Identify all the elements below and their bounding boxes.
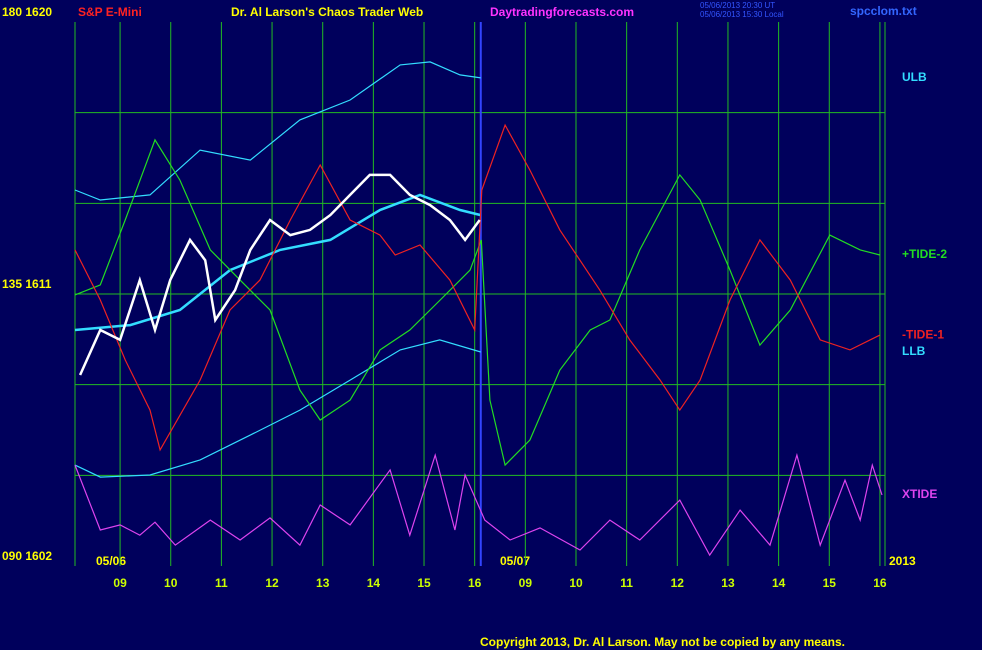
y-tick-label: 180 1620 [2, 5, 52, 19]
x-tick-label: 09 [519, 576, 533, 590]
y-tick-label: 135 1611 [2, 277, 52, 291]
x-tick-label: 12 [265, 576, 279, 590]
x-tick-label: 15 [417, 576, 431, 590]
date-label: 05/06 [96, 554, 126, 568]
series-label: LLB [902, 344, 926, 358]
x-tick-label: 09 [113, 576, 127, 590]
timestamp: 05/06/2013 20:30 UT [700, 1, 775, 10]
series-line [74, 452, 883, 557]
x-tick-label: 15 [823, 576, 837, 590]
x-tick-label: 11 [215, 576, 228, 590]
date-label: 2013 [889, 554, 916, 568]
x-tick-label: 10 [164, 576, 178, 590]
date-label: 05/07 [500, 554, 530, 568]
series-line [74, 339, 481, 478]
series-label: +TIDE-2 [902, 247, 947, 261]
x-tick-label: 16 [468, 576, 482, 590]
x-tick-label: 14 [772, 576, 786, 590]
x-tick-label: 16 [873, 576, 887, 590]
x-tick-label: 11 [620, 576, 633, 590]
x-tick-label: 13 [721, 576, 735, 590]
series-line [74, 123, 881, 452]
x-tick-label: 12 [671, 576, 685, 590]
x-tick-label: 10 [569, 576, 583, 590]
series-label: XTIDE [902, 487, 937, 501]
series-line [74, 138, 881, 467]
copyright: Copyright 2013, Dr. Al Larson. May not b… [480, 635, 845, 649]
series-line [74, 193, 482, 332]
series-line [78, 173, 481, 376]
chart-subtitle: Dr. Al Larson's Chaos Trader Web [231, 5, 423, 19]
x-tick-label: 13 [316, 576, 330, 590]
y-tick-label: 090 1602 [2, 549, 52, 563]
timestamp: 05/06/2013 15:30 Local [700, 10, 784, 19]
series-label: -TIDE-1 [902, 327, 944, 341]
site: Daytradingforecasts.com [490, 5, 634, 19]
chart-title: S&P E-Mini [78, 5, 142, 19]
x-tick-label: 14 [367, 576, 381, 590]
series-label: ULB [902, 70, 927, 84]
file-name: spcclom.txt [850, 4, 917, 18]
